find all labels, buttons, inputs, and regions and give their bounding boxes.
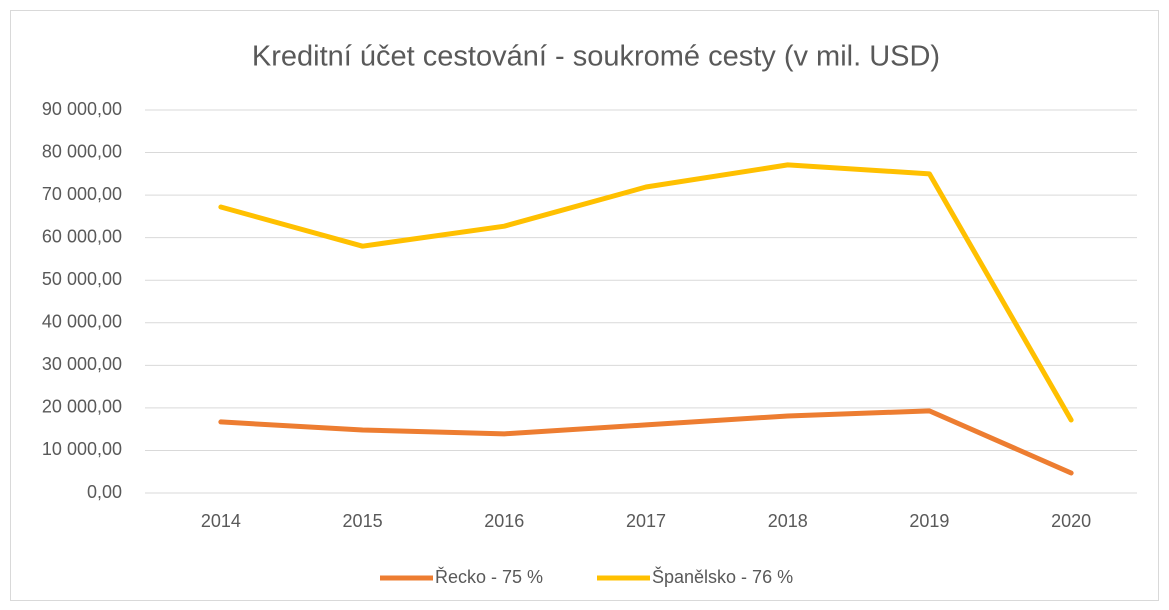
y-tick-label: 90 000,00 bbox=[42, 99, 122, 119]
x-tick-label: 2015 bbox=[343, 511, 383, 531]
y-tick-label: 30 000,00 bbox=[42, 354, 122, 374]
y-tick-label: 0,00 bbox=[87, 482, 122, 502]
x-tick-label: 2018 bbox=[768, 511, 808, 531]
legend-label: Řecko - 75 % bbox=[435, 567, 543, 587]
y-tick-label: 10 000,00 bbox=[42, 439, 122, 459]
y-tick-label: 60 000,00 bbox=[42, 226, 122, 246]
line bbox=[218, 408, 1074, 476]
x-tick-label: 2017 bbox=[626, 511, 666, 531]
x-tick-label: 2020 bbox=[1051, 511, 1091, 531]
y-tick-label: 20 000,00 bbox=[42, 397, 122, 417]
chart-title: Kreditní účet cestování - soukromé cesty… bbox=[252, 41, 940, 73]
chart-border bbox=[10, 10, 1159, 601]
x-tick-label: 2019 bbox=[909, 511, 949, 531]
line bbox=[218, 162, 1074, 423]
y-tick-label: 70 000,00 bbox=[42, 184, 122, 204]
y-tick-label: 80 000,00 bbox=[42, 141, 122, 161]
x-tick-label: 2014 bbox=[201, 511, 241, 531]
y-tick-label: 50 000,00 bbox=[42, 269, 122, 289]
x-tick-label: 2016 bbox=[484, 511, 524, 531]
legend-label: Španělsko - 76 % bbox=[652, 566, 793, 587]
y-tick-label: 40 000,00 bbox=[42, 312, 122, 332]
